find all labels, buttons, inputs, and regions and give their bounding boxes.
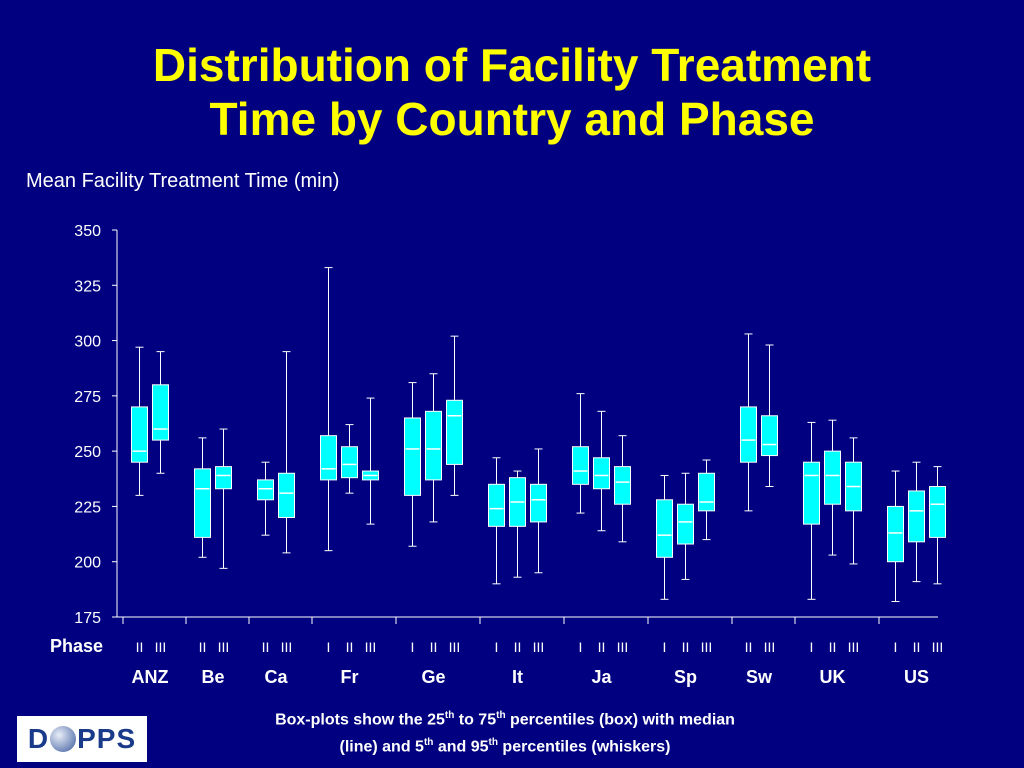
- phase-tick-label: III: [617, 639, 629, 655]
- phase-tick-label: I: [810, 639, 814, 655]
- country-label: Ja: [591, 667, 612, 687]
- box-uk-ii: [824, 450, 841, 505]
- country-label: Be: [201, 667, 224, 687]
- y-tick-label: 225: [74, 499, 101, 516]
- y-axis-label: Mean Facility Treatment Time (min): [26, 170, 340, 192]
- phase-tick-label: III: [932, 639, 944, 655]
- phase-tick-label: I: [894, 639, 898, 655]
- box-ca-iii: [278, 472, 295, 518]
- phase-tick-label: II: [199, 639, 207, 655]
- box-us-iii: [929, 486, 946, 538]
- country-label: ANZ: [132, 667, 169, 687]
- phase-tick-label: III: [701, 639, 713, 655]
- phase-tick-label: III: [764, 639, 776, 655]
- box-be-ii: [194, 468, 211, 538]
- phase-tick-label: II: [913, 639, 921, 655]
- y-tick-label: 350: [74, 223, 101, 240]
- phase-tick-label: I: [579, 639, 583, 655]
- phase-label: Phase: [50, 636, 103, 656]
- y-tick-label: 300: [74, 334, 101, 351]
- box-ja-i: [572, 446, 589, 485]
- y-tick-label: 275: [74, 389, 101, 406]
- dopps-logo: D PPS: [17, 716, 147, 762]
- box-us-ii: [908, 490, 925, 543]
- box-ca-ii: [257, 479, 274, 501]
- box-be-iii: [215, 466, 232, 490]
- box-ge-iii: [446, 399, 463, 465]
- box-ja-iii: [614, 466, 631, 505]
- box-ge-i: [404, 417, 421, 496]
- globe-icon: [50, 726, 77, 752]
- phase-tick-label: III: [848, 639, 860, 655]
- phase-tick-label: II: [430, 639, 438, 655]
- y-tick-label: 175: [74, 610, 101, 627]
- phase-tick-label: II: [136, 639, 144, 655]
- box-sp-iii: [698, 472, 715, 512]
- phase-tick-label: II: [598, 639, 606, 655]
- box-uk-i: [803, 461, 820, 525]
- box-sp-i: [656, 499, 673, 558]
- chart-title-line-2: Time by Country and Phase: [209, 93, 815, 145]
- box-ge-ii: [425, 410, 442, 481]
- box-sw-ii: [740, 406, 757, 463]
- y-tick-label: 200: [74, 555, 101, 572]
- country-label: Sp: [674, 667, 697, 687]
- phase-tick-label: III: [281, 639, 293, 655]
- box-us-i: [887, 505, 904, 563]
- phase-tick-label: II: [514, 639, 522, 655]
- phase-tick-label: I: [411, 639, 415, 655]
- country-label: It: [512, 667, 523, 687]
- footnote: Box-plots show the 25th to 75th percenti…: [275, 710, 735, 756]
- phase-tick-label: III: [449, 639, 461, 655]
- phase-tick-label: III: [533, 639, 545, 655]
- phase-tick-label: III: [365, 639, 377, 655]
- phase-tick-label: I: [495, 639, 499, 655]
- country-label: US: [904, 667, 929, 687]
- box-sw-iii: [761, 415, 778, 457]
- y-tick-label: 250: [74, 444, 101, 461]
- box-fr-ii: [341, 446, 358, 479]
- box-it-i: [488, 483, 505, 527]
- phase-tick-label: II: [745, 639, 753, 655]
- box-sp-ii: [677, 503, 694, 545]
- box-anz-ii: [131, 406, 148, 463]
- box-it-iii: [530, 483, 547, 523]
- phase-tick-label: III: [155, 639, 167, 655]
- chart-title: Distribution of Facility Treatment Time …: [0, 38, 1024, 146]
- phase-tick-label: II: [829, 639, 837, 655]
- phase-tick-label: I: [663, 639, 667, 655]
- box-ja-ii: [593, 457, 610, 490]
- y-tick-label: 325: [74, 278, 101, 295]
- country-label: Sw: [746, 667, 773, 687]
- phase-tick-label: II: [262, 639, 270, 655]
- chart-title-line-1: Distribution of Facility Treatment: [152, 39, 872, 91]
- phase-tick-label: II: [346, 639, 354, 655]
- country-label: Ca: [264, 667, 288, 687]
- phase-tick-label: III: [218, 639, 230, 655]
- box-fr-i: [320, 435, 337, 481]
- phase-tick-label: I: [327, 639, 331, 655]
- box-anz-iii: [152, 384, 169, 441]
- country-label: Fr: [341, 667, 359, 687]
- country-label: Ge: [421, 667, 445, 687]
- phase-tick-label: II: [682, 639, 690, 655]
- country-label: UK: [820, 667, 846, 687]
